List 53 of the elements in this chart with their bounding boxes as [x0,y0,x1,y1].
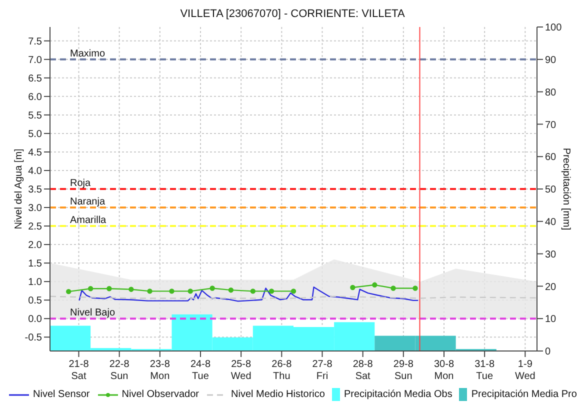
chart-title: VILLETA [23067070] - CORRIENTE: VILLETA [179,8,406,20]
ref-line-label: Amarilla [70,215,107,226]
y-tick-label: 7.0 [28,54,42,66]
legend-label: Precipitación Media Obs [342,388,452,401]
x-tick-label: 29-8 Sun [393,359,414,382]
y2-tick-label: 80 [545,87,557,98]
legend-label: Nivel Observador [120,388,200,401]
y-tick-label: 6.5 [28,73,42,84]
ref-line-label: Naranja [70,196,106,208]
y-tick-label: 1.5 [28,258,42,270]
ref-line-label: Maximo [70,48,106,60]
x-tick-label: 31-8 Tue [474,359,496,382]
y-tick-label: 5.5 [28,110,42,122]
legend-label: Nivel Sensor [32,388,90,401]
y-tick-label: 6.0 [28,92,42,103]
x-tick-label: 1-9 Wed [514,359,536,382]
x-tick-label: 27-8 Fri [312,359,333,382]
y2-tick-label: 20 [545,282,557,293]
y-tick-label: 2.0 [28,240,42,252]
y2-axis-title: Precipitación [mm] [560,148,572,230]
x-tick-label: 21-8 Sat [68,359,90,382]
y2-tick-label: 10 [545,314,557,326]
y-tick-label: 4.5 [28,148,42,159]
y-tick-label: 0.5 [28,296,42,307]
y2-tick-label: 40 [545,216,557,228]
y-tick-label: 0.0 [28,314,42,326]
y-tick-label: 5.0 [28,129,42,140]
x-tick-label: 24-8 Tue [190,359,211,382]
ref-line-label: Nivel Bajo [70,308,116,319]
y2-tick-label: 0 [545,346,551,358]
y-tick-label: 1.0 [28,277,42,288]
x-tick-label: 22-8 Sun [109,359,130,382]
y2-tick-label: 100 [545,22,562,34]
y-axis-title: Nivel del Agua [m] [14,148,25,230]
x-tick-label: 25-8 Wed [230,359,252,382]
legend-label: Precipitación Media Pro [470,388,577,401]
y2-tick-label: 50 [545,184,557,196]
x-tick-label: 23-8 Mon [150,359,170,382]
x-tick-label: 30-8 Mon [434,359,454,382]
legend-label: Nivel Medio Historico [230,388,325,401]
y2-tick-label: 70 [545,120,557,131]
y-tick-label: -0.5 [24,332,42,344]
x-tick-label: 26-8 Thu [272,359,292,382]
y-tick-label: 2.5 [28,222,42,233]
y-tick-label: 4.0 [28,166,42,178]
y-tick-label: 3.5 [28,184,42,196]
y2-tick-label: 30 [545,249,557,260]
ref-line-label: Roja [70,178,92,189]
y-tick-label: 7.5 [28,36,42,48]
y2-tick-label: 90 [545,54,557,66]
x-tick-label: 28-8 Sat [352,359,374,382]
y-tick-label: 3.0 [28,203,42,214]
y2-tick-label: 60 [545,152,557,164]
